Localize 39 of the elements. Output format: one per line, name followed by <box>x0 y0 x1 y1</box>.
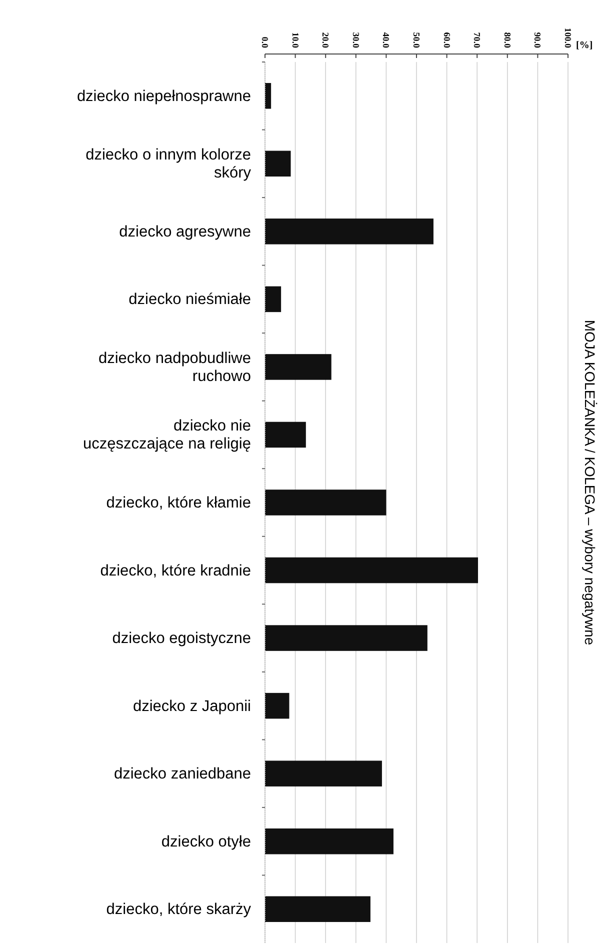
y-tick-label: dziecko zaniedbane <box>114 765 251 782</box>
y-tick-label: dziecko nieśmiałe <box>128 290 251 308</box>
bar <box>265 150 291 177</box>
x-tick-label: 70.0 <box>472 32 482 48</box>
bar <box>265 896 370 922</box>
text: MOJA KOLEŻANKA / KOLEGA – wybory negatywne <box>582 320 598 646</box>
bar <box>265 83 272 109</box>
x-tick-label: 30.0 <box>350 32 361 48</box>
bar <box>265 760 382 786</box>
bar <box>265 286 282 312</box>
y-tick-label: dziecko, które skarży <box>106 900 252 918</box>
y-tick-label: dziecko otyłe <box>161 832 251 850</box>
bar <box>265 557 478 584</box>
y-tick-label: dziecko z Japonii <box>132 697 251 714</box>
x-tick-label: 10.0 <box>290 32 300 48</box>
y-tick-label: dziecko egoistyczne <box>112 630 251 647</box>
y-tick-label: dziecko agresywne <box>119 222 251 240</box>
x-tick-label: 40.0 <box>381 32 392 48</box>
x-tick-label: 0.0 <box>260 36 270 48</box>
bar <box>265 218 434 244</box>
bar <box>265 354 332 380</box>
bar <box>265 625 428 651</box>
bar <box>265 692 290 719</box>
y-tick-label: dziecko niepełnosprawne <box>76 87 251 104</box>
x-tick-label: 50.0 <box>412 32 422 48</box>
y-tick-label: dziecko, które kradnie <box>100 562 251 579</box>
x-tick-label: 90.0 <box>532 32 543 48</box>
x-tick-label: 80.0 <box>502 32 512 48</box>
x-tick-label: 20.0 <box>320 32 331 48</box>
y-tick-label: dziecko, które kłamie <box>106 494 251 511</box>
bar <box>265 490 386 516</box>
x-tick-label: 60.0 <box>442 32 452 48</box>
x-tick-label: 100.0 <box>563 28 573 48</box>
y-tick-label: dziecko nadpobudliwe ruchowo <box>98 349 251 384</box>
x-axis-title: [%] <box>576 40 593 51</box>
bar <box>265 828 394 854</box>
y-tick-label: dziecko o innym kolorze skóry <box>86 146 252 182</box>
y-tick-label: dziecko nie uczęszczające na religię <box>82 417 251 452</box>
bar <box>265 422 306 448</box>
